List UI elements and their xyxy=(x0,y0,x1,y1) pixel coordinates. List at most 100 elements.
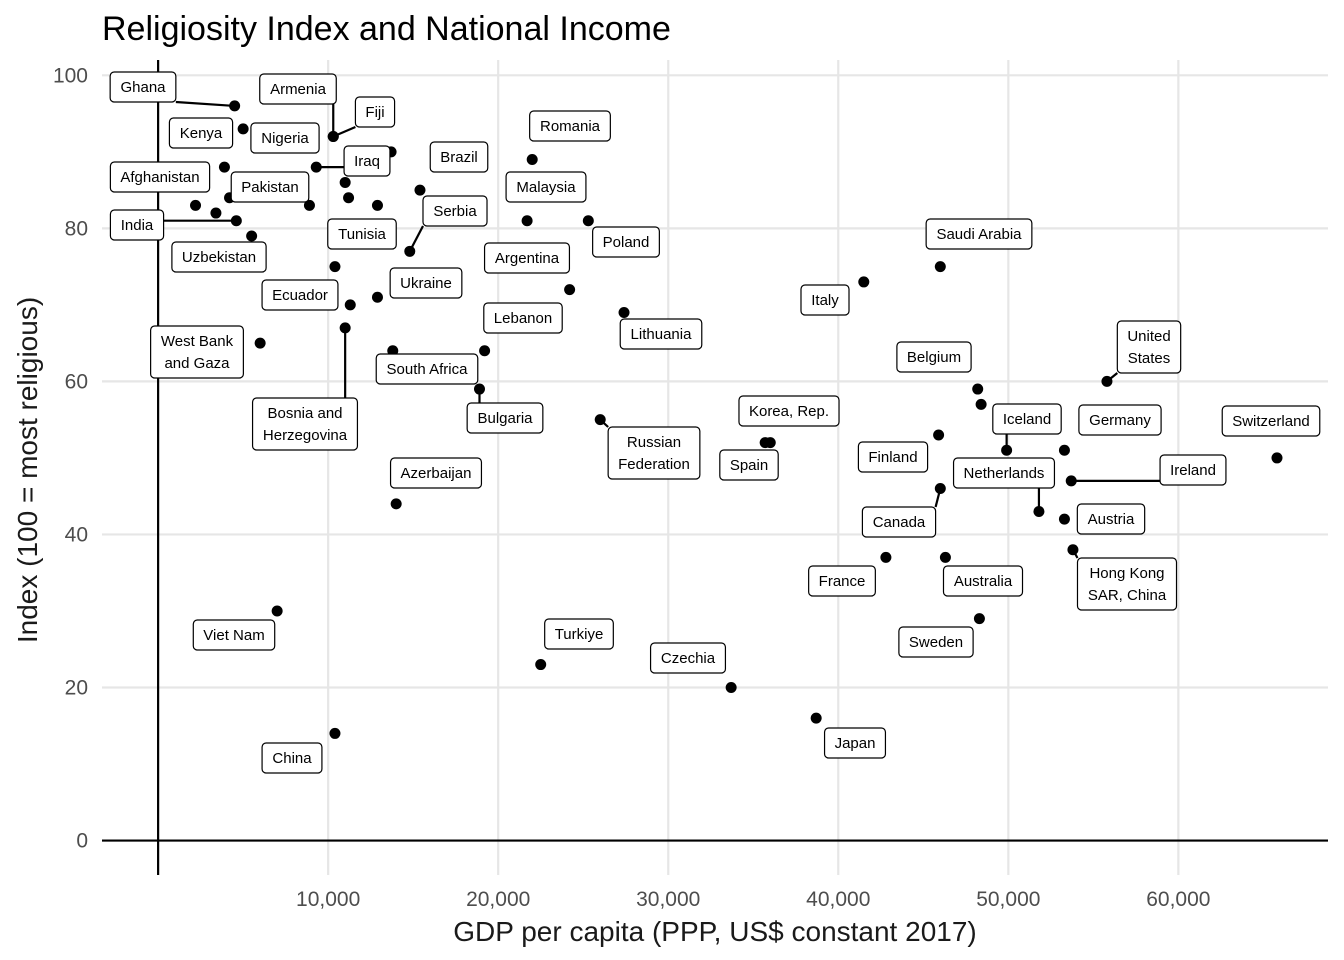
label-text: Russian Federation xyxy=(618,434,690,473)
point-lebanon xyxy=(479,345,491,357)
label-box xyxy=(942,565,1024,597)
tick-labels: 10,000 20,000 30,000 40,000 50,000 60,000 0 20 4… xyxy=(53,64,1211,911)
y-tick-label: 20 xyxy=(65,677,88,700)
label-lebanon: Lebanon xyxy=(483,302,563,334)
label-text: Korea, Rep. xyxy=(749,403,829,420)
label-box xyxy=(823,727,887,759)
label-box xyxy=(857,441,929,473)
label-text: Viet Nam xyxy=(203,627,264,644)
point-turkiye xyxy=(535,659,547,671)
leader-ghana xyxy=(175,100,235,108)
label-box xyxy=(1076,503,1146,535)
point-switzerland xyxy=(1271,452,1283,464)
label-text: Malaysia xyxy=(516,179,576,196)
point-ireland xyxy=(1065,475,1077,487)
label-box xyxy=(1221,405,1321,437)
label-hong-kong-sar-china: Hong Kong SAR, China xyxy=(1076,557,1178,611)
point-brazil xyxy=(414,184,426,196)
point-fiji xyxy=(327,131,339,143)
label-saudi-arabia: Saudi Arabia xyxy=(925,218,1033,250)
label-south-africa: South Africa xyxy=(375,353,479,385)
label-box xyxy=(251,397,359,451)
label-netherlands: Netherlands xyxy=(952,457,1056,489)
label-romania: Romania xyxy=(529,110,611,142)
label-malaysia: Malaysia xyxy=(505,171,587,203)
label-text: Armenia xyxy=(270,81,327,98)
point-ecuador xyxy=(344,299,356,311)
point-canada xyxy=(934,483,946,495)
label-text: Ukraine xyxy=(400,275,452,292)
point-italy xyxy=(858,276,870,288)
label-text: Serbia xyxy=(433,203,477,220)
point-unlabeled xyxy=(975,398,987,410)
label-text: Afghanistan xyxy=(120,169,199,186)
label-box xyxy=(898,626,974,658)
chart-title: Religiosity Index and National Income xyxy=(102,10,671,48)
label-azerbaijan: Azerbaijan xyxy=(389,457,483,489)
label-text: Netherlands xyxy=(964,465,1045,482)
label-text: Spain xyxy=(730,457,768,474)
label-box xyxy=(1159,454,1227,486)
label-text: Bulgaria xyxy=(477,410,533,427)
label-text: Finland xyxy=(868,449,917,466)
x-tick-label: 60,000 xyxy=(1146,888,1210,911)
point-united-states xyxy=(1101,375,1113,387)
label-ghana: Ghana xyxy=(109,71,177,103)
label-text: Lebanon xyxy=(494,310,552,327)
label-text: Czechia xyxy=(661,650,716,667)
label-ecuador: Ecuador xyxy=(261,279,339,311)
label-box xyxy=(422,195,488,227)
label-box xyxy=(466,402,544,434)
label-text: Switzerland xyxy=(1232,413,1310,430)
point-uzbekistan xyxy=(246,230,258,242)
label-viet-nam: Viet Nam xyxy=(192,619,276,651)
label-text: Italy xyxy=(811,292,839,309)
label-text: Azerbaijan xyxy=(401,465,472,482)
label-text: Saudi Arabia xyxy=(936,226,1022,243)
label-germany: Germany xyxy=(1078,404,1162,436)
label-text: West Bank and Gaza xyxy=(161,333,234,372)
point-hong-kong-sar-china xyxy=(1067,544,1079,556)
label-korea-rep: Korea, Rep. xyxy=(738,395,840,427)
label-finland: Finland xyxy=(857,441,929,473)
label-box xyxy=(738,395,840,427)
label-text: Tunisia xyxy=(338,226,386,243)
point-spain xyxy=(759,437,771,449)
label-box xyxy=(109,71,177,103)
label-text: Austria xyxy=(1088,511,1135,528)
label-box xyxy=(327,218,397,250)
point-japan xyxy=(810,712,822,724)
label-text: Brazil xyxy=(440,149,478,166)
point-germany xyxy=(1058,444,1070,456)
label-china: China xyxy=(261,742,323,774)
label-box xyxy=(925,218,1033,250)
label-afghanistan: Afghanistan xyxy=(109,161,211,193)
label-text: Uzbekistan xyxy=(182,249,256,266)
label-iraq: Iraq xyxy=(343,145,391,177)
point-saudi-arabia xyxy=(934,261,946,273)
point-australia xyxy=(939,551,951,563)
label-text: Bosnia and Herzegovina xyxy=(263,405,348,444)
point-labels: Ghana Armenia Fiji Kenya Nigeria Iraq Afghanis… xyxy=(109,71,1321,774)
label-text: China xyxy=(272,750,312,767)
point-unlabeled xyxy=(343,192,355,204)
label-canada: Canada xyxy=(861,506,937,538)
point-finland xyxy=(933,429,945,441)
point-serbia xyxy=(404,245,416,257)
label-text: Ireland xyxy=(1170,462,1216,479)
label-sweden: Sweden xyxy=(898,626,974,658)
label-text: Turkiye xyxy=(555,626,604,643)
point-poland xyxy=(582,215,594,227)
label-box xyxy=(354,96,396,128)
label-box xyxy=(808,565,876,597)
label-brazil: Brazil xyxy=(429,141,489,173)
point-france xyxy=(880,551,892,563)
point-iceland xyxy=(1001,444,1013,456)
label-box xyxy=(861,506,937,538)
label-box xyxy=(389,267,463,299)
label-box xyxy=(109,161,211,193)
point-ghana xyxy=(229,100,241,112)
label-text: South Africa xyxy=(387,361,469,378)
point-russian-federation xyxy=(594,414,606,426)
